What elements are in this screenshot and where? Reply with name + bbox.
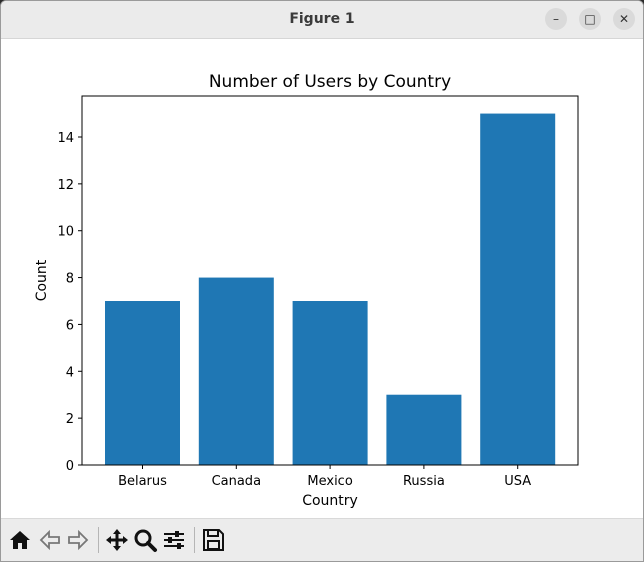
maximize-button[interactable]: □ (579, 8, 601, 30)
close-button[interactable]: ✕ (613, 8, 635, 30)
bar-usa (480, 113, 556, 466)
back-icon[interactable] (37, 527, 63, 553)
x-tick-label: Russia (403, 474, 445, 489)
x-tick-label: Belarus (118, 474, 167, 489)
y-tick-label: 2 (66, 412, 74, 427)
x-axis-label: Country (302, 493, 358, 509)
bar-belarus (105, 301, 180, 465)
bars-group (105, 113, 556, 466)
y-tick-label: 6 (66, 318, 74, 333)
navigation-toolbar (1, 518, 643, 561)
title-bar: Figure 1 – □ ✕ (1, 1, 643, 39)
x-tick-label: Mexico (307, 474, 352, 489)
y-tick-label: 12 (57, 178, 74, 193)
x-tick-label: Canada (212, 474, 261, 489)
y-axis-label: Count (34, 259, 50, 301)
chart-title: Number of Users by Country (209, 72, 451, 92)
y-tick-label: 8 (66, 272, 74, 287)
y-tick-label: 14 (57, 131, 74, 146)
x-tick-label: USA (504, 474, 531, 489)
forward-icon[interactable] (65, 527, 91, 553)
window-title: Figure 1 (289, 11, 355, 27)
save-icon[interactable] (200, 527, 226, 553)
x-ticks: Belarus Canada Mexico Russia USA (118, 465, 531, 489)
y-tick-label: 4 (66, 365, 74, 380)
home-icon[interactable] (7, 527, 33, 553)
bar-chart: 0 2 4 6 8 10 12 14 Belarus Canada Mexico Russia USA… (34, 72, 579, 509)
configure-icon[interactable] (161, 527, 187, 553)
toolbar-separator (194, 527, 195, 553)
toolbar-separator (98, 527, 99, 553)
zoom-icon[interactable] (132, 527, 158, 553)
y-ticks: 0 2 4 6 8 10 12 14 (57, 131, 82, 474)
minimize-button[interactable]: – (545, 8, 567, 30)
y-tick-label: 10 (57, 225, 74, 240)
bar-russia (386, 394, 462, 465)
figure-canvas: 0 2 4 6 8 10 12 14 Belarus Canada Mexico Russia USA… (1, 39, 643, 517)
bar-mexico (292, 301, 368, 465)
bar-canada (198, 277, 274, 465)
pan-icon[interactable] (104, 527, 130, 553)
y-tick-label: 0 (66, 459, 74, 474)
